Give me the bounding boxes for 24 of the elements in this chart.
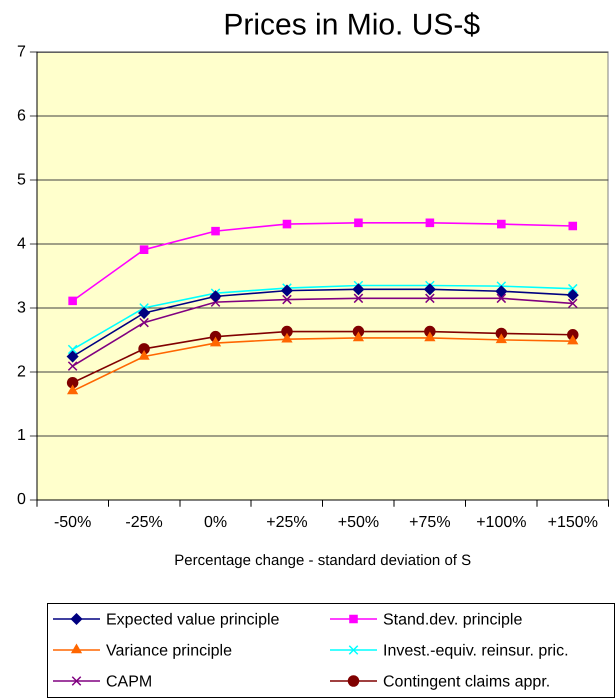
- y-tick-label: 3: [16, 299, 26, 316]
- x-tick-label: -25%: [125, 514, 163, 531]
- x-tick-label: +25%: [266, 514, 308, 531]
- x-tick-label: +75%: [409, 514, 451, 531]
- x-tick-label: -50%: [54, 514, 92, 531]
- x-tick-label: +50%: [338, 514, 380, 531]
- chart-title: Prices in Mio. US-$: [223, 8, 480, 42]
- y-tick-label: 7: [16, 43, 26, 60]
- y-tick-label: 6: [16, 107, 26, 124]
- x-tick-label: +150%: [548, 514, 598, 531]
- legend-label: Contingent claims appr.: [383, 673, 550, 690]
- legend-label: Variance principle: [106, 642, 232, 660]
- legend-label: CAPM: [106, 673, 152, 690]
- legend-label: Stand.dev. principle: [383, 611, 522, 628]
- x-tick-label: 0%: [204, 514, 228, 531]
- y-tick-label: 4: [16, 235, 26, 252]
- x-axis-title: Percentage change - standard deviation of S: [174, 552, 472, 570]
- y-tick-label: 2: [16, 363, 26, 380]
- y-tick-label: 1: [16, 427, 26, 444]
- legend-label: Invest.-equiv. reinsur. pric.: [383, 642, 569, 660]
- x-tick-label: +100%: [476, 514, 526, 531]
- y-tick-label: 0: [16, 491, 26, 508]
- legend-label: Expected value principle: [106, 611, 280, 628]
- y-tick-label: 5: [16, 171, 26, 188]
